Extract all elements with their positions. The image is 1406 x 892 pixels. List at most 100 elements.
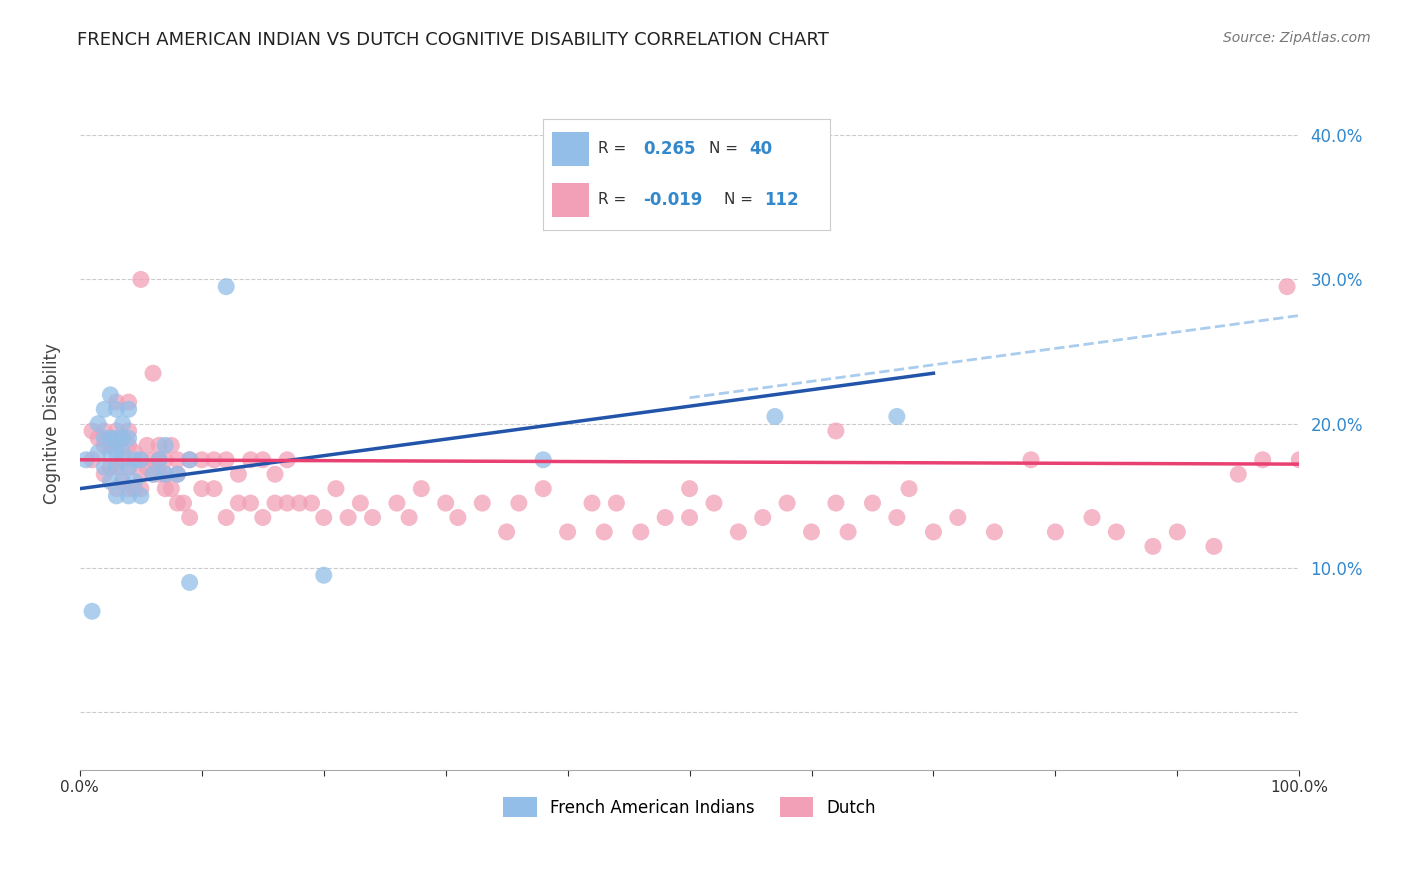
Point (202, 482, 225, 496)
Point (98, 460, 121, 475)
Point (105, 445, 128, 459)
Point (179, 452, 201, 467)
Point (983, 524, 1005, 539)
Point (825, 424, 848, 438)
Point (148, 438, 170, 452)
Point (1202, 540, 1225, 554)
Point (117, 489, 139, 503)
Point (312, 510, 335, 524)
Point (105, 460, 128, 475)
Point (301, 496, 323, 510)
Point (630, 524, 652, 539)
Point (179, 452, 201, 467)
Point (264, 496, 287, 510)
Point (142, 452, 165, 467)
Point (751, 510, 773, 524)
Point (325, 482, 347, 496)
Point (886, 409, 908, 424)
Point (288, 496, 311, 510)
Point (411, 482, 433, 496)
Point (581, 496, 603, 510)
Point (605, 496, 627, 510)
Point (155, 467, 177, 482)
Point (93, 424, 115, 438)
Point (129, 467, 152, 482)
Point (179, 510, 201, 524)
Point (593, 524, 616, 539)
Point (678, 482, 700, 496)
Point (531, 452, 554, 467)
Point (447, 510, 470, 524)
Point (98, 438, 121, 452)
Point (276, 452, 298, 467)
Point (155, 438, 177, 452)
Point (148, 467, 170, 482)
Point (142, 467, 165, 482)
Point (215, 510, 238, 524)
Point (1288, 452, 1310, 467)
Point (471, 496, 494, 510)
Point (117, 431, 139, 445)
Point (312, 568, 335, 582)
Point (142, 366, 165, 380)
Point (93, 402, 115, 417)
Point (886, 510, 908, 524)
Point (800, 524, 823, 539)
Point (87, 417, 110, 431)
Point (129, 452, 152, 467)
Point (252, 510, 274, 524)
Point (228, 467, 250, 482)
Point (703, 496, 725, 510)
Point (385, 496, 408, 510)
Point (678, 215, 700, 229)
Point (837, 524, 859, 539)
Legend: French American Indians, Dutch: French American Indians, Dutch (496, 790, 883, 824)
Point (111, 475, 134, 489)
Point (191, 452, 214, 467)
Point (117, 438, 139, 452)
Point (117, 424, 139, 438)
Point (155, 452, 177, 467)
Point (531, 482, 554, 496)
Point (105, 431, 128, 445)
Point (105, 460, 128, 475)
Point (117, 395, 139, 409)
Point (111, 431, 134, 445)
Point (349, 496, 371, 510)
Point (155, 467, 177, 482)
Point (117, 482, 139, 496)
Point (215, 279, 238, 293)
Point (1166, 524, 1188, 539)
Point (508, 496, 530, 510)
Point (129, 482, 152, 496)
Point (105, 424, 128, 438)
Point (678, 510, 700, 524)
Point (129, 452, 152, 467)
Point (434, 496, 457, 510)
Point (173, 496, 195, 510)
Point (111, 445, 134, 459)
Point (166, 467, 188, 482)
Point (361, 510, 384, 524)
Point (179, 575, 201, 590)
Point (202, 452, 225, 467)
Point (148, 452, 170, 467)
Point (124, 452, 146, 467)
Point (124, 482, 146, 496)
Point (75, 452, 97, 467)
Point (111, 452, 134, 467)
Point (105, 482, 128, 496)
Point (105, 402, 128, 417)
Point (862, 496, 884, 510)
Point (155, 482, 177, 496)
Point (1081, 510, 1104, 524)
Point (398, 510, 420, 524)
Point (763, 409, 786, 424)
Point (124, 445, 146, 459)
Point (239, 496, 262, 510)
Point (1275, 279, 1298, 293)
Point (228, 496, 250, 510)
Point (129, 489, 152, 503)
Point (1019, 452, 1042, 467)
Point (117, 460, 139, 475)
